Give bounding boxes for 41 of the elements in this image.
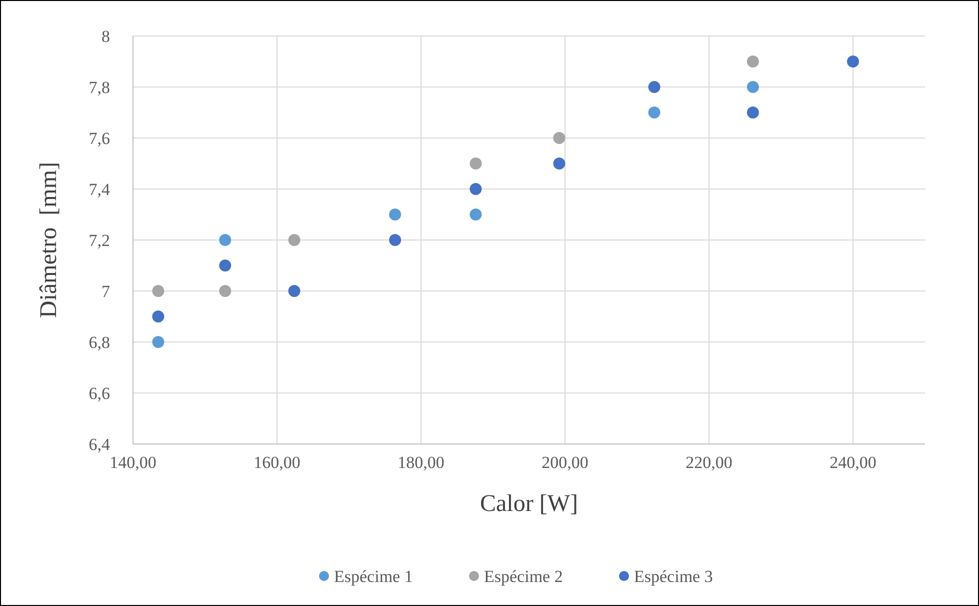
point xyxy=(389,234,402,246)
point xyxy=(746,81,759,93)
point xyxy=(288,234,300,246)
point xyxy=(389,208,402,220)
point xyxy=(219,260,232,272)
point xyxy=(746,56,759,68)
point xyxy=(847,56,859,68)
point xyxy=(470,158,482,170)
point xyxy=(219,234,232,246)
x-tick-label: 220,00 xyxy=(686,453,732,472)
y-tick-label: 7,6 xyxy=(88,129,110,148)
point xyxy=(219,285,232,297)
x-axis-title: Calor [W] xyxy=(480,491,578,517)
y-tick-label: 7 xyxy=(102,282,110,301)
y-tick-label: 7,4 xyxy=(88,180,110,199)
y-tick-label: 6,8 xyxy=(88,333,110,352)
point xyxy=(648,106,660,118)
y-tick-label: 7,8 xyxy=(88,78,110,97)
point xyxy=(648,81,660,93)
x-tick-label: 180,00 xyxy=(398,453,444,472)
point xyxy=(470,208,482,220)
x-tick-label: 240,00 xyxy=(830,453,876,472)
x-tick-label: 140,00 xyxy=(110,453,156,472)
y-axis-title: Diâmetro [mm] xyxy=(36,162,62,318)
legend-label: Espécime 1 xyxy=(334,567,413,586)
x-tick-label: 160,00 xyxy=(254,453,300,472)
y-tick-label: 8 xyxy=(102,27,110,46)
legend-label: Espécime 2 xyxy=(484,567,563,586)
point xyxy=(470,183,482,195)
point xyxy=(553,158,566,170)
y-tick-label: 7,2 xyxy=(88,231,110,250)
legend-label: Espécime 3 xyxy=(634,567,713,586)
point xyxy=(152,285,164,297)
y-tick-label: 6,4 xyxy=(88,435,110,454)
point xyxy=(746,106,759,118)
point xyxy=(152,310,164,322)
point xyxy=(152,336,164,348)
point xyxy=(553,132,566,144)
x-tick-label: 200,00 xyxy=(542,453,588,472)
point xyxy=(288,285,300,297)
y-tick-label: 6,6 xyxy=(88,384,110,403)
